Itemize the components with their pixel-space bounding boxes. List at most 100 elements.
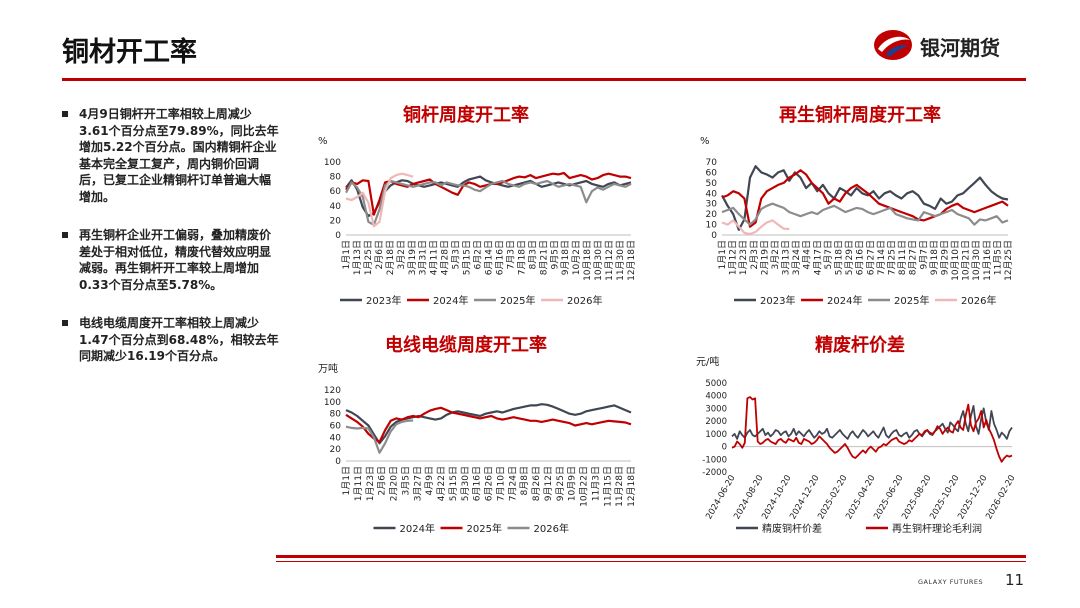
legend-label: 精废铜杆价差 xyxy=(762,522,822,535)
y-tick-label: 0 xyxy=(335,231,341,241)
x-tick-label: 10月9日 xyxy=(567,466,578,501)
series-line xyxy=(721,169,1009,228)
series-line xyxy=(345,172,414,228)
y-tick-label: 40 xyxy=(330,433,342,443)
y-tick-label: 100 xyxy=(324,158,341,168)
legend-label: 2023年 xyxy=(760,294,795,307)
x-tick-label: 8月8日 xyxy=(519,466,530,495)
x-tick-label: 11月5日 xyxy=(992,240,1003,275)
legend-label: 2026年 xyxy=(567,294,602,307)
x-tick-label: 12月25日 xyxy=(1003,240,1014,281)
series-line xyxy=(345,179,632,226)
x-tick-label: 8月26日 xyxy=(531,466,542,501)
x-tick-label: 11月15日 xyxy=(602,466,613,507)
chart-recycled-rod-rate: 再生铜杆周度开工率% 0 10 20 30 40 50 60 70 1月1日 1月12日 1月23日 2… xyxy=(690,100,1030,310)
x-tick-label: 9月18日 xyxy=(560,240,571,275)
y-tick-label: -1000 xyxy=(702,455,727,465)
x-tick-label: 1月1日 xyxy=(717,240,728,269)
x-tick-label: 10月22日 xyxy=(579,466,590,507)
x-tick-label: 5月15日 xyxy=(462,240,473,275)
x-tick-label: 2月20日 xyxy=(389,466,400,501)
legend-label: 2026年 xyxy=(534,522,569,535)
x-tick-label: 4月22日 xyxy=(436,466,447,501)
x-tick-label: 5月30日 xyxy=(460,466,471,501)
x-tick-label: 12月18日 xyxy=(626,466,636,507)
x-tick-label: 7月25日 xyxy=(886,240,897,275)
y-tick-label: 60 xyxy=(330,187,342,197)
x-tick-label: 9月29日 xyxy=(939,240,950,275)
x-tick-label: 10月30日 xyxy=(593,240,604,281)
x-tick-label: 11月3日 xyxy=(590,466,601,501)
x-tick-label: 1月1日 xyxy=(341,240,352,269)
x-tick-label: 2月19日 xyxy=(759,240,770,275)
x-tick-label: 1月23日 xyxy=(365,466,376,501)
y-tick-label: -2000 xyxy=(702,468,727,478)
x-tick-label: 10月10日 xyxy=(950,240,961,281)
series-line xyxy=(721,202,1009,226)
x-tick-label: 2026-02-20 xyxy=(984,474,1017,522)
unit-label: 元/吨 xyxy=(696,355,719,368)
y-tick-label: 10 xyxy=(706,221,718,231)
y-tick-label: 40 xyxy=(330,202,342,212)
x-tick-label: 5月3日 xyxy=(451,240,462,269)
x-tick-label: 2月3日 xyxy=(749,240,760,269)
y-tick-label: 100 xyxy=(324,398,341,408)
chart-title: 精废杆价差 xyxy=(815,334,905,356)
x-tick-label: 8月3日 xyxy=(527,240,538,269)
footer-rule xyxy=(276,555,1026,558)
x-tick-label: 12月18日 xyxy=(626,240,636,281)
footer-brand: GALAXY FUTURES xyxy=(918,578,984,586)
x-tick-label: 4月11日 xyxy=(429,240,440,275)
legend-label: 2024年 xyxy=(827,294,862,307)
y-tick-label: 3000 xyxy=(705,404,727,414)
page-number: 11 xyxy=(1005,571,1025,589)
legend-label: 2025年 xyxy=(467,522,502,535)
bullet-text: 再生铜杆企业开工偏弱，叠加精废价差处于相对低位，精废代替效应明显减弱。再生铜杆开… xyxy=(79,228,272,292)
bullet-text: 4月9日铜杆开工率相较上周减少3.61个百分点至79.89%，同比去年增加5.2… xyxy=(79,107,279,204)
y-tick-label: 20 xyxy=(706,210,718,220)
y-tick-label: 70 xyxy=(706,158,718,168)
series-line xyxy=(345,419,414,454)
x-tick-label: 3月24日 xyxy=(791,240,802,275)
bullet-item: 4月9日铜杆开工率相较上周减少3.61个百分点至79.89%，同比去年增加5.2… xyxy=(62,106,280,205)
x-tick-label: 9月5日 xyxy=(549,240,560,269)
y-tick-label: 30 xyxy=(706,200,718,210)
unit-label: 万吨 xyxy=(318,362,338,375)
brand-logo: 银河期货 xyxy=(872,28,1032,68)
x-tick-label: 6月16日 xyxy=(472,466,483,501)
x-tick-label: 9月18日 xyxy=(929,240,940,275)
x-tick-label: 5月29日 xyxy=(844,240,855,275)
y-tick-label: 80 xyxy=(330,173,342,183)
y-tick-label: 20 xyxy=(330,216,342,226)
legend-label: 2023年 xyxy=(366,294,401,307)
x-tick-label: 6月14日 xyxy=(484,240,495,275)
x-tick-label: 5月7日 xyxy=(823,240,834,269)
series-line xyxy=(345,403,632,445)
unit-label: % xyxy=(318,136,328,147)
bullet-item: 再生铜杆企业开工偏弱，叠加精废价差处于相对低位，精废代替效应明显减弱。再生铜杆开… xyxy=(62,227,280,293)
header-rule xyxy=(62,78,1026,81)
y-tick-label: 50 xyxy=(706,179,718,189)
y-tick-label: 120 xyxy=(324,386,341,396)
x-tick-label: 6月26日 xyxy=(484,466,495,501)
chart-title: 电线电缆周度开工率 xyxy=(385,334,547,356)
x-tick-label: 4月4日 xyxy=(802,240,813,269)
x-tick-label: 6月16日 xyxy=(855,240,866,275)
x-tick-label: 10月30日 xyxy=(971,240,982,281)
x-tick-label: 7月10日 xyxy=(495,466,506,501)
series-line xyxy=(345,406,632,444)
x-tick-label: 8月11日 xyxy=(897,240,908,275)
series-line xyxy=(721,165,1009,231)
chart-wire-cable-rate: 电线电缆周度开工率 万吨 0 20 40 60 80 100 120 1月1日 1月11日 1月23日… xyxy=(296,330,636,545)
y-tick-label: 0 xyxy=(335,457,341,467)
page-title: 铜材开工率 xyxy=(62,37,197,68)
y-tick-label: 0 xyxy=(722,443,727,453)
legend-label: 再生铜杆理论毛利润 xyxy=(892,522,982,535)
x-tick-label: 3月2日 xyxy=(396,240,407,269)
x-tick-label: 10月18日 xyxy=(582,240,593,281)
x-tick-label: 8月27日 xyxy=(908,240,919,275)
x-tick-label: 5月18日 xyxy=(834,240,845,275)
x-tick-label: 11月16日 xyxy=(982,240,993,281)
x-tick-label: 11月12日 xyxy=(604,240,615,281)
legend-label: 2024年 xyxy=(433,294,468,307)
